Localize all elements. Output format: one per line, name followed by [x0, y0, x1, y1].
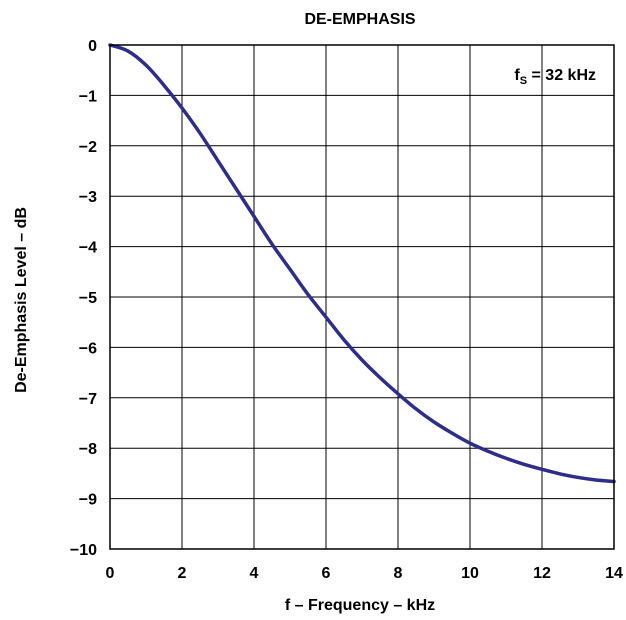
sampling-frequency-annotation: fS = 32 kHz	[514, 67, 596, 87]
annotation-subscript: S	[520, 75, 527, 87]
y-axis-label: De-Emphasis Level – dB	[13, 207, 30, 393]
y-tick-label: −9	[79, 492, 97, 509]
x-tick-label: 0	[106, 565, 115, 582]
de-emphasis-curve	[110, 45, 614, 481]
x-tick-labels: 0 2 4 6 8 10 12 14	[106, 565, 623, 582]
chart-title: DE-EMPHASIS	[304, 11, 415, 28]
x-tick-label: 4	[250, 565, 259, 582]
x-tick-label: 6	[322, 565, 331, 582]
grid-lines	[110, 45, 614, 549]
x-tick-label: 12	[533, 565, 551, 582]
data-series	[110, 45, 614, 481]
y-tick-label: −10	[70, 542, 97, 559]
annotation-value: = 32 kHz	[527, 67, 596, 84]
x-tick-label: 8	[394, 565, 403, 582]
y-tick-label: 0	[88, 38, 97, 55]
y-tick-label: −5	[79, 290, 97, 307]
x-tick-label: 10	[461, 565, 479, 582]
y-tick-labels: 0 −1 −2 −3 −4 −5 −6 −7 −8 −9 −10	[70, 38, 97, 559]
y-tick-label: −2	[79, 139, 97, 156]
x-tick-label: 14	[605, 565, 623, 582]
y-tick-label: −8	[79, 441, 97, 458]
y-tick-label: −7	[79, 391, 97, 408]
y-tick-label: −4	[79, 240, 97, 257]
x-tick-label: 2	[178, 565, 187, 582]
y-tick-label: −1	[79, 88, 97, 105]
y-tick-label: −6	[79, 340, 97, 357]
x-axis-label: f – Frequency – kHz	[285, 597, 435, 614]
y-tick-label: −3	[79, 189, 97, 206]
